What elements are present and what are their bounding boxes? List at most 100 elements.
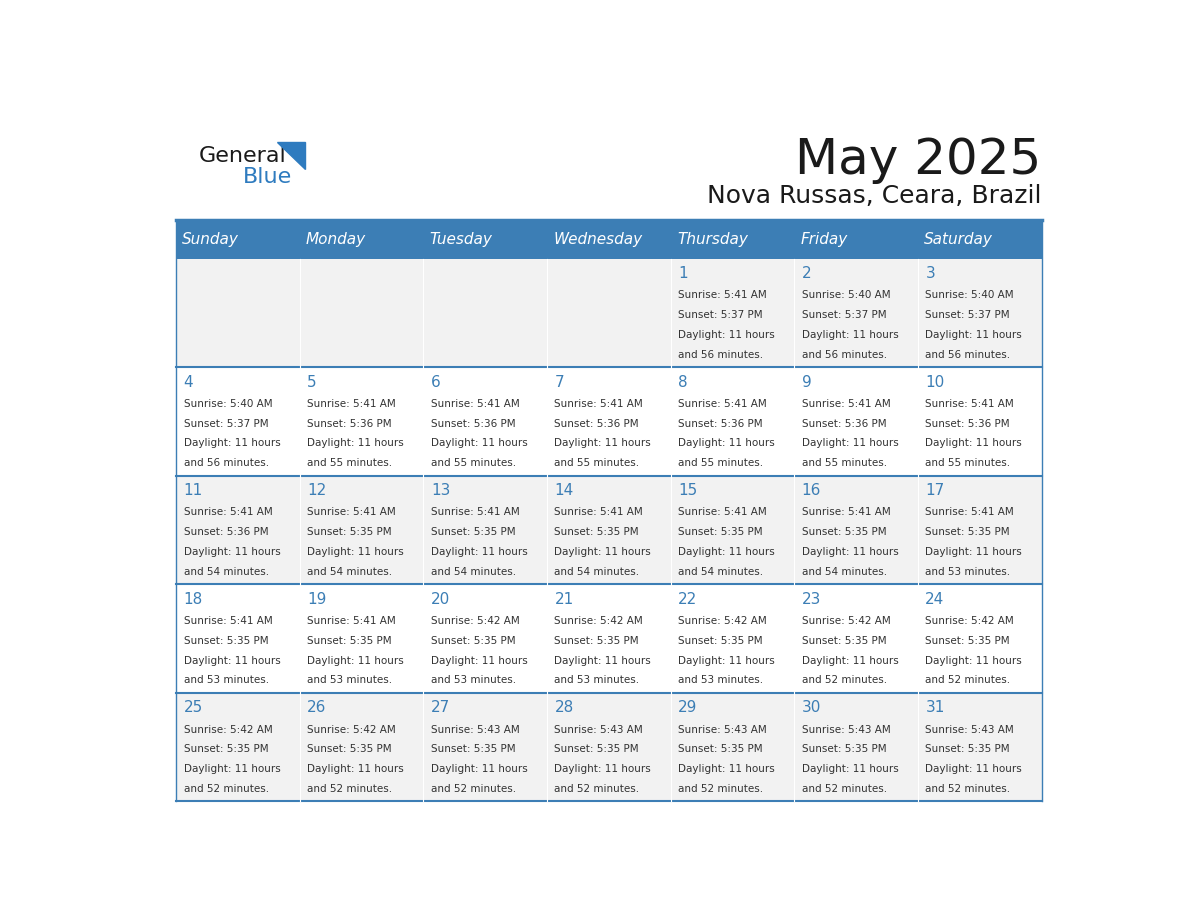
Text: Daylight: 11 hours: Daylight: 11 hours bbox=[925, 655, 1022, 666]
Text: and 52 minutes.: and 52 minutes. bbox=[802, 784, 887, 794]
Text: Daylight: 11 hours: Daylight: 11 hours bbox=[925, 330, 1022, 340]
Text: Daylight: 11 hours: Daylight: 11 hours bbox=[678, 764, 775, 774]
Bar bbox=[176, 693, 1042, 801]
Text: Sunrise: 5:42 AM: Sunrise: 5:42 AM bbox=[308, 724, 396, 734]
Bar bbox=[176, 476, 1042, 585]
Text: 17: 17 bbox=[925, 484, 944, 498]
Text: Sunset: 5:37 PM: Sunset: 5:37 PM bbox=[183, 419, 268, 429]
Text: and 52 minutes.: and 52 minutes. bbox=[678, 784, 763, 794]
Text: Daylight: 11 hours: Daylight: 11 hours bbox=[678, 655, 775, 666]
Text: and 55 minutes.: and 55 minutes. bbox=[925, 458, 1011, 468]
Text: Daylight: 11 hours: Daylight: 11 hours bbox=[555, 764, 651, 774]
Text: Daylight: 11 hours: Daylight: 11 hours bbox=[308, 439, 404, 448]
Bar bbox=[176, 259, 1042, 367]
Text: 26: 26 bbox=[308, 700, 327, 715]
Text: 22: 22 bbox=[678, 592, 697, 607]
Text: Daylight: 11 hours: Daylight: 11 hours bbox=[555, 439, 651, 448]
Text: and 55 minutes.: and 55 minutes. bbox=[802, 458, 887, 468]
Text: Daylight: 11 hours: Daylight: 11 hours bbox=[802, 655, 898, 666]
Text: Sunrise: 5:40 AM: Sunrise: 5:40 AM bbox=[183, 398, 272, 409]
Text: Sunset: 5:35 PM: Sunset: 5:35 PM bbox=[925, 744, 1010, 755]
Text: Sunset: 5:35 PM: Sunset: 5:35 PM bbox=[183, 636, 268, 645]
Text: Daylight: 11 hours: Daylight: 11 hours bbox=[925, 439, 1022, 448]
Text: and 52 minutes.: and 52 minutes. bbox=[308, 784, 392, 794]
Text: Sunset: 5:36 PM: Sunset: 5:36 PM bbox=[555, 419, 639, 429]
Text: and 56 minutes.: and 56 minutes. bbox=[802, 350, 887, 360]
Text: 13: 13 bbox=[431, 484, 450, 498]
Text: and 53 minutes.: and 53 minutes. bbox=[925, 566, 1011, 577]
Text: 19: 19 bbox=[308, 592, 327, 607]
Text: 30: 30 bbox=[802, 700, 821, 715]
Polygon shape bbox=[278, 142, 305, 169]
Text: 8: 8 bbox=[678, 375, 688, 390]
Text: Wednesday: Wednesday bbox=[554, 231, 643, 247]
Text: and 56 minutes.: and 56 minutes. bbox=[925, 350, 1011, 360]
Text: 25: 25 bbox=[183, 700, 203, 715]
Text: Sunset: 5:36 PM: Sunset: 5:36 PM bbox=[802, 419, 886, 429]
Text: Sunset: 5:35 PM: Sunset: 5:35 PM bbox=[925, 527, 1010, 537]
Text: and 55 minutes.: and 55 minutes. bbox=[678, 458, 763, 468]
Text: Sunrise: 5:41 AM: Sunrise: 5:41 AM bbox=[183, 616, 272, 626]
Text: Sunset: 5:35 PM: Sunset: 5:35 PM bbox=[678, 636, 763, 645]
Text: 23: 23 bbox=[802, 592, 821, 607]
Text: 29: 29 bbox=[678, 700, 697, 715]
Text: and 52 minutes.: and 52 minutes. bbox=[802, 676, 887, 686]
Text: 24: 24 bbox=[925, 592, 944, 607]
Text: 21: 21 bbox=[555, 592, 574, 607]
Text: 12: 12 bbox=[308, 484, 327, 498]
Text: Sunrise: 5:41 AM: Sunrise: 5:41 AM bbox=[431, 398, 519, 409]
Text: Sunrise: 5:41 AM: Sunrise: 5:41 AM bbox=[925, 508, 1015, 518]
Text: and 52 minutes.: and 52 minutes. bbox=[555, 784, 639, 794]
Bar bbox=[299, 219, 423, 259]
Bar bbox=[176, 585, 1042, 693]
Text: Sunrise: 5:42 AM: Sunrise: 5:42 AM bbox=[555, 616, 643, 626]
Text: Sunset: 5:36 PM: Sunset: 5:36 PM bbox=[308, 419, 392, 429]
Text: Sunset: 5:35 PM: Sunset: 5:35 PM bbox=[555, 636, 639, 645]
Text: Sunrise: 5:41 AM: Sunrise: 5:41 AM bbox=[308, 398, 396, 409]
Bar bbox=[546, 219, 671, 259]
Text: and 52 minutes.: and 52 minutes. bbox=[431, 784, 516, 794]
Text: Daylight: 11 hours: Daylight: 11 hours bbox=[431, 655, 527, 666]
Text: Thursday: Thursday bbox=[677, 231, 747, 247]
Text: Sunset: 5:35 PM: Sunset: 5:35 PM bbox=[308, 744, 392, 755]
Text: Tuesday: Tuesday bbox=[430, 231, 493, 247]
Text: Sunset: 5:35 PM: Sunset: 5:35 PM bbox=[678, 744, 763, 755]
Text: Sunrise: 5:43 AM: Sunrise: 5:43 AM bbox=[678, 724, 766, 734]
Text: Sunset: 5:35 PM: Sunset: 5:35 PM bbox=[555, 527, 639, 537]
Text: Sunrise: 5:43 AM: Sunrise: 5:43 AM bbox=[925, 724, 1015, 734]
Text: and 53 minutes.: and 53 minutes. bbox=[308, 676, 392, 686]
Text: Sunrise: 5:41 AM: Sunrise: 5:41 AM bbox=[183, 508, 272, 518]
Text: 15: 15 bbox=[678, 484, 697, 498]
Text: Daylight: 11 hours: Daylight: 11 hours bbox=[431, 547, 527, 557]
Text: 18: 18 bbox=[183, 592, 203, 607]
Text: Sunrise: 5:41 AM: Sunrise: 5:41 AM bbox=[678, 508, 766, 518]
Text: Daylight: 11 hours: Daylight: 11 hours bbox=[183, 764, 280, 774]
Bar bbox=[176, 219, 299, 259]
Text: 5: 5 bbox=[308, 375, 317, 390]
Text: Sunset: 5:35 PM: Sunset: 5:35 PM bbox=[431, 636, 516, 645]
Text: Daylight: 11 hours: Daylight: 11 hours bbox=[308, 764, 404, 774]
Text: Daylight: 11 hours: Daylight: 11 hours bbox=[925, 547, 1022, 557]
Text: and 55 minutes.: and 55 minutes. bbox=[431, 458, 516, 468]
Text: and 55 minutes.: and 55 minutes. bbox=[555, 458, 639, 468]
Text: Sunrise: 5:41 AM: Sunrise: 5:41 AM bbox=[431, 508, 519, 518]
Text: and 54 minutes.: and 54 minutes. bbox=[308, 566, 392, 577]
Text: Sunset: 5:35 PM: Sunset: 5:35 PM bbox=[555, 744, 639, 755]
Bar bbox=[918, 219, 1042, 259]
Text: Daylight: 11 hours: Daylight: 11 hours bbox=[802, 764, 898, 774]
Text: Daylight: 11 hours: Daylight: 11 hours bbox=[802, 439, 898, 448]
Text: and 56 minutes.: and 56 minutes. bbox=[183, 458, 268, 468]
Text: Sunset: 5:37 PM: Sunset: 5:37 PM bbox=[925, 310, 1010, 320]
Text: Sunset: 5:37 PM: Sunset: 5:37 PM bbox=[678, 310, 763, 320]
Text: 14: 14 bbox=[555, 484, 574, 498]
Text: 28: 28 bbox=[555, 700, 574, 715]
Text: Sunrise: 5:43 AM: Sunrise: 5:43 AM bbox=[555, 724, 643, 734]
Text: Daylight: 11 hours: Daylight: 11 hours bbox=[308, 655, 404, 666]
Text: May 2025: May 2025 bbox=[795, 136, 1042, 184]
Text: Sunset: 5:35 PM: Sunset: 5:35 PM bbox=[308, 527, 392, 537]
Text: 4: 4 bbox=[183, 375, 194, 390]
Text: Sunset: 5:36 PM: Sunset: 5:36 PM bbox=[431, 419, 516, 429]
Text: Sunset: 5:35 PM: Sunset: 5:35 PM bbox=[802, 744, 886, 755]
Text: and 53 minutes.: and 53 minutes. bbox=[183, 676, 268, 686]
Text: 2: 2 bbox=[802, 266, 811, 281]
